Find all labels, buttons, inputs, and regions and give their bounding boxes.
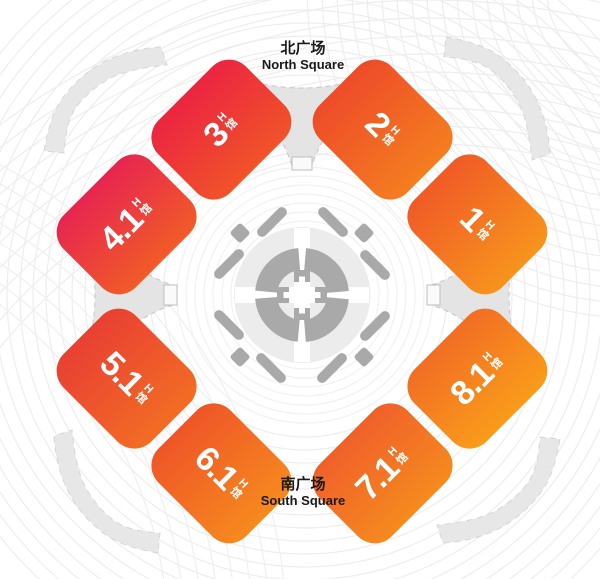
south-square-label: 南广场 South Square <box>203 476 403 509</box>
south-square-en: South Square <box>260 493 346 509</box>
hub-walkway-bars <box>214 207 390 383</box>
hub-ring-teeth <box>277 270 327 320</box>
central-hub <box>214 207 390 383</box>
north-square-label: 北广场 North Square <box>203 40 403 73</box>
hub-ring <box>255 248 349 342</box>
south-square-zh: 南广场 <box>280 476 326 493</box>
north-square-zh: 北广场 <box>280 40 326 57</box>
canopy-band-top-left <box>43 46 168 154</box>
corner-canopies <box>43 36 561 554</box>
north-square-en: North Square <box>261 57 345 73</box>
east-west-road <box>235 287 369 303</box>
